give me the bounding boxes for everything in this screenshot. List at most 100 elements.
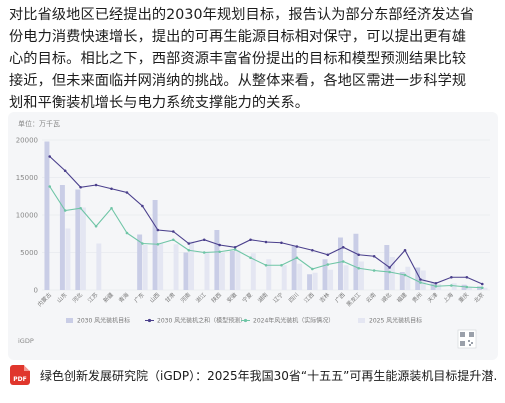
reference-link[interactable]: PDF 绿色创新发展研究院（iGDP）：2025年我国30省“十五五”可再生能源… (10, 364, 500, 386)
line-point (187, 242, 191, 245)
x-category-label: 云南 (364, 290, 378, 304)
y-tick-label: 0 (34, 287, 38, 295)
line-point (403, 248, 407, 252)
line-point (311, 248, 314, 252)
chart-lines (48, 155, 484, 290)
x-category-label: 湖南 (256, 290, 270, 304)
line-point (326, 253, 330, 257)
line-point (280, 241, 283, 245)
bar-target-2025 (219, 252, 225, 290)
line-point (172, 238, 175, 242)
legend-swatch (358, 318, 365, 323)
paragraph-line: 心的目标。相比之下，西部资源丰富省份提出的目标和模型预测结果比较 (9, 51, 467, 67)
line-point (79, 206, 82, 210)
x-category-label: 北京 (472, 290, 486, 304)
bar-target-2025 (436, 284, 442, 290)
bar-target-2030 (384, 245, 390, 290)
x-category-label: 新疆 (101, 290, 115, 304)
legend-swatch-marker (243, 318, 248, 323)
line-point (434, 281, 438, 285)
chart-grid (42, 139, 490, 291)
line-point (264, 240, 268, 244)
chart-unit-label: 单位：万千瓦 (18, 119, 60, 128)
bar-target-2030 (214, 230, 220, 290)
reference-title[interactable]: 绿色创新发展研究院（iGDP）：2025年我国30省“十五五”可再生能源装机目标… (40, 368, 498, 383)
line-point (233, 245, 237, 249)
chart-ticks: 0 5000 10000 15000 20000 (16, 137, 38, 295)
line-point (419, 281, 422, 284)
bar-target-2025 (358, 261, 364, 290)
line-point (480, 286, 484, 290)
legend-swatch-marker (147, 318, 152, 323)
line-point (202, 238, 206, 242)
line-point (156, 242, 160, 246)
bar-target-2030 (415, 267, 421, 290)
x-category-label: 贵州 (410, 291, 424, 305)
bar-target-2025 (405, 266, 411, 290)
line-point (110, 206, 113, 210)
x-category-label: 山东 (55, 290, 69, 304)
bar-target-2030 (229, 251, 235, 290)
bar-target-2025 (189, 241, 195, 290)
line-point (110, 187, 113, 191)
line-point (63, 169, 67, 173)
x-category-label: 吉林 (318, 290, 332, 304)
line-point (341, 260, 345, 263)
bar-target-2025 (142, 245, 148, 290)
line-point (295, 256, 299, 260)
bar-target-2030 (59, 185, 65, 290)
bar-target-2025 (482, 287, 488, 290)
line-point (202, 251, 206, 254)
line-point (48, 155, 52, 158)
bar-target-2025 (343, 265, 349, 290)
legend-label: 2025 风光装机目标 (369, 317, 422, 325)
x-category-label: 天津 (426, 291, 439, 304)
x-category-label: 甘肃 (163, 290, 177, 304)
line-point (94, 183, 98, 187)
pdf-file-icon: PDF (10, 365, 30, 385)
legend-label: 2030 风光装机之和（模型预测） (157, 317, 246, 325)
line-point (450, 275, 453, 279)
y-tick-label: 15000 (16, 174, 38, 182)
line-point (419, 278, 422, 281)
line-point (480, 282, 484, 286)
line-point (372, 269, 376, 272)
bar-target-2025 (467, 287, 473, 290)
x-category-label: 内蒙古 (36, 290, 54, 308)
bar-target-2030 (430, 283, 436, 290)
line-point (357, 266, 360, 270)
bar-target-2025 (235, 250, 241, 290)
x-category-label: 湖北 (379, 290, 393, 304)
chart-category-labels: 内蒙古 山东 河北 江苏 新疆 青海 广东 山西 甘肃 河南 浙江 陕西 安徽 宁夏 湖南 辽宁 四川 江西 吉林广… (36, 290, 486, 308)
paragraph-line: 份电力消费快速增长，提出的可再生能源目标相对保守，可以提出更有雄 (9, 29, 467, 45)
line-point (187, 248, 191, 252)
line-point (311, 267, 314, 271)
chart-card: 单位：万千瓦 0 5000 10000 15000 20000 内蒙古 山东 河北 江苏 新疆青… (8, 112, 498, 360)
bar-target-2025 (173, 244, 179, 290)
line-point (280, 263, 283, 267)
legend-swatch (66, 318, 73, 323)
bar-target-2025 (281, 265, 287, 290)
y-tick-label: 5000 (20, 249, 38, 257)
line-point (357, 253, 360, 257)
line-point (465, 275, 469, 279)
x-category-label: 宁夏 (240, 290, 254, 304)
line-point (141, 204, 144, 208)
bar-target-2025 (65, 228, 71, 290)
bar-target-2030 (44, 141, 50, 290)
article-paragraph: 对比省级地区已经提出的2030年规划目标，报告认为部分东部经济发达省 份电力消费… (9, 4, 499, 114)
bar-target-2030 (353, 233, 359, 290)
legend-label: 2024年风光装机（实际情况） (253, 317, 334, 325)
line-point (156, 228, 160, 232)
paragraph-line: 对比省级地区已经提出的2030年规划目标，报告认为部分东部经济发达省 (9, 7, 475, 23)
bar-target-2030 (322, 259, 328, 290)
x-category-label: 黑龙江 (345, 290, 363, 308)
bar-target-2030 (137, 234, 143, 290)
chart-legend: 2030 风光装机目标 2030 风光装机之和（模型预测） 2024年风光装机（实际… (66, 317, 422, 325)
bar-target-2030 (461, 284, 467, 290)
line-point (326, 263, 330, 266)
x-category-label: 江西 (303, 291, 316, 304)
line-point (218, 243, 221, 247)
chart-source-label: iGDP (18, 337, 34, 345)
x-category-label: 青海 (117, 290, 131, 304)
